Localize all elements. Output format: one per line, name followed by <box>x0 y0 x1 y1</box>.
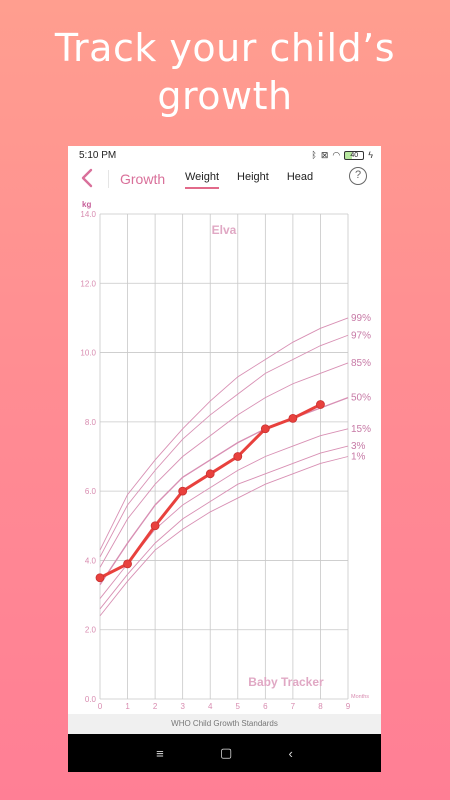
y-tick-label: 14.0 <box>80 210 96 219</box>
chart-source-label: WHO Child Growth Standards <box>68 714 381 734</box>
series-point <box>123 559 132 569</box>
chevron-left-icon <box>81 168 93 188</box>
x-tick-label: 7 <box>291 702 296 711</box>
nav-back-button[interactable]: ‹ <box>288 745 293 761</box>
x-tick-label: 0 <box>98 702 103 711</box>
x-tick-label: 1 <box>125 702 130 711</box>
percentile-curve <box>99 445 349 610</box>
growth-chart: 0 1 2 3 4 5 6 7 8 9 0.0 2.0 4.0 6.0 8.0 10.0 12.0 14.0 kg M… <box>68 194 381 714</box>
wifi-icon: ◠ <box>332 150 341 160</box>
y-tick-label: 6.0 <box>85 487 97 496</box>
x-tick-label: 6 <box>263 702 268 711</box>
series-point <box>260 424 270 434</box>
series-point <box>233 452 243 461</box>
series-point <box>178 486 188 496</box>
x-tick-label: 3 <box>180 702 185 711</box>
tab-head[interactable]: Head <box>286 171 314 183</box>
app-bar-divider <box>108 170 109 188</box>
series-point <box>150 521 160 531</box>
phone-screen: 5:10 PM ᛒ ⊠ ◠ 40 ϟ Growth Weight Height … <box>68 146 381 772</box>
nosim-icon: ⊠ <box>320 150 329 160</box>
series-point <box>288 413 298 423</box>
status-bar: 5:10 PM ᛒ ⊠ ◠ 40 ϟ <box>68 146 381 166</box>
x-tick-label: 5 <box>236 702 241 711</box>
battery-icon: 40 <box>344 150 365 160</box>
percentile-curve <box>99 456 349 617</box>
y-tick-label: 12.0 <box>80 279 96 288</box>
back-button[interactable] <box>80 168 100 190</box>
y-tick-label: 10.0 <box>80 349 96 358</box>
system-nav-bar: ≡ ▢ ‹ <box>68 734 381 772</box>
menu-button[interactable]: ≡ <box>156 745 164 761</box>
y-tick-label: 0.0 <box>85 695 97 704</box>
series-point <box>205 469 215 479</box>
watermark-label: Baby Tracker <box>248 675 324 689</box>
home-button[interactable]: ▢ <box>219 745 233 760</box>
measure-tabs: Weight Height Head <box>185 171 331 189</box>
y-tick-label: 2.0 <box>85 626 97 635</box>
x-tick-label: 4 <box>208 702 213 711</box>
y-tick-label: 4.0 <box>85 556 97 565</box>
promo-headline: Track your child’s growth <box>0 24 450 120</box>
x-tick-label: 9 <box>346 702 351 711</box>
percentile-label: 3% <box>351 441 366 452</box>
x-tick-label: 8 <box>318 702 323 711</box>
y-tick-label: 8.0 <box>85 418 97 427</box>
percentile-curve <box>99 362 349 568</box>
percentile-label: 99% <box>351 313 371 324</box>
percentile-label: 50% <box>351 393 371 404</box>
help-button[interactable]: ? <box>349 167 367 185</box>
app-bar: Growth Weight Height Head ? <box>68 166 381 194</box>
percentile-label: 15% <box>351 424 371 435</box>
tab-weight[interactable]: Weight <box>185 171 220 189</box>
headline-line-2: growth <box>157 74 293 118</box>
y-axis-unit: kg <box>82 200 91 209</box>
headline-line-1: Track your child’s <box>54 26 396 70</box>
percentile-label: 85% <box>351 358 371 369</box>
percentile-curve <box>99 334 349 558</box>
charging-icon: ϟ <box>368 150 373 160</box>
percentile-curve <box>99 428 349 599</box>
bluetooth-icon: ᛒ <box>311 150 317 160</box>
percentile-curve <box>99 396 349 586</box>
status-time: 5:10 PM <box>79 150 117 161</box>
series-point <box>316 400 325 409</box>
percentile-label: 1% <box>351 452 366 463</box>
percentile-label: 97% <box>351 330 371 341</box>
x-axis-unit: Months <box>351 694 369 700</box>
growth-chart-svg: 0 1 2 3 4 5 6 7 8 9 0.0 2.0 4.0 6.0 8.0 10.0 12.0 14.0kg M… <box>80 200 371 711</box>
tab-height[interactable]: Height <box>237 171 269 183</box>
series-point <box>95 573 105 583</box>
percentile-curve <box>99 317 349 551</box>
status-icons: ᛒ ⊠ ◠ 40 ϟ <box>311 150 373 160</box>
app-title: Growth <box>120 171 166 187</box>
x-tick-label: 2 <box>153 702 158 711</box>
child-name-label: Elva <box>212 223 237 237</box>
